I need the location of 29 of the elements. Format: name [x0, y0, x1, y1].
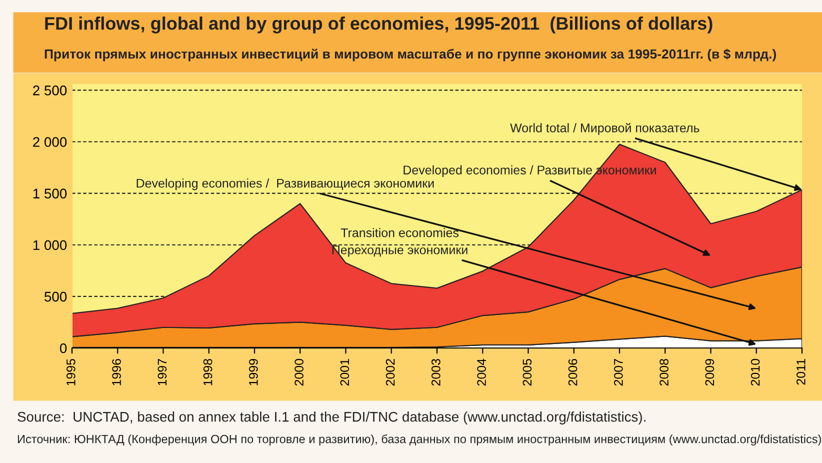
x-tick-label: 1997: [158, 359, 167, 386]
x-tick-label: 2008: [660, 358, 668, 386]
x-tick-label: 2011: [796, 359, 806, 385]
y-tick-label: 1 000: [33, 240, 67, 250]
x-tick-label: 2010: [750, 358, 760, 386]
x-tick-label: 2000: [294, 358, 304, 386]
source-note: Source: UNCTAD, based on annex table I.1 and the FDI/TNC database (www.unctad.org/fdistatistics).: [18, 412, 646, 424]
x-tick-label: 2006: [568, 358, 578, 386]
x-tick-label: 2001: [340, 359, 350, 386]
x-tick-label: 1995: [66, 358, 76, 386]
x-tick-label: 2003: [432, 358, 440, 386]
y-tick-label: 1 500: [33, 188, 67, 198]
x-tick-label: 2004: [477, 358, 486, 386]
x-tick-label: 2002: [386, 359, 395, 386]
text: Developing economies / Развивающиеся экономики: [136, 178, 434, 190]
chart-subtitle: Приток прямых иностранных инвестиций в мировом масштабе и по группе экономик за 1995-2011гг. (в $ млрд.): [44, 48, 776, 62]
x-tick-label: 2009: [705, 359, 714, 386]
text: Источник: ЮНКТАД (Конференция ООН по торговле и развитию), база данных по прямым иностранным инвестициям (www.unctad.org/fdistatistics): [18, 434, 822, 446]
y-tick-label: 500: [44, 292, 67, 302]
x-tick-label: 1999: [249, 359, 258, 386]
y-tick-label: 2 500: [33, 86, 67, 96]
x-tick-label: 1996: [112, 358, 121, 386]
chart-title: FDI inflows, global and by group of economies, 1995-2011 (Billions of dollars): [45, 16, 712, 34]
y-tick-label: 2 000: [33, 137, 67, 147]
annotation: World total / Мировой показатель: [510, 122, 700, 135]
x-tick-label: 2005: [522, 358, 532, 386]
x-tick-label: 2007: [614, 359, 623, 386]
x-tick-label: 1998: [203, 358, 212, 386]
y-tick-label: 0: [60, 343, 67, 354]
